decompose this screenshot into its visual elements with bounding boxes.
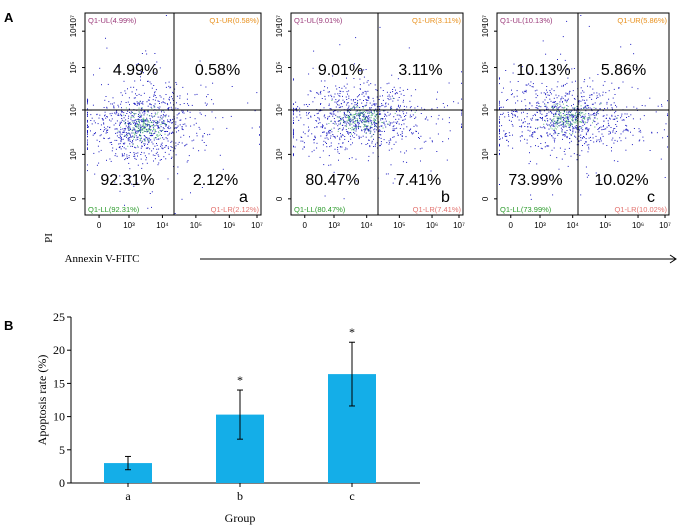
bar-a [104, 463, 152, 483]
xtick-b-0: 0 [303, 221, 308, 230]
plot-frame-c [496, 12, 670, 216]
panel-b-letter: B [4, 318, 13, 333]
dot-plot-c: Q1-UL(10.13%) Q1-UR(5.86%) Q1-LL(73.99%) Q1… [481, 12, 671, 230]
value-ul-a: 4.99% [113, 62, 158, 79]
xtick-label-a: a [125, 489, 131, 503]
xtick-b-2: 10⁴ [361, 221, 374, 230]
xtick-b-3: 10⁵ [393, 221, 405, 230]
panel-a-letter: A [4, 10, 14, 25]
value-ll-a: 92.31% [100, 172, 154, 189]
ytick-c-2: 10⁴ [481, 103, 490, 116]
value-ur-a: 0.58% [195, 62, 240, 79]
value-ur-c: 5.86% [601, 62, 646, 79]
dot-cloud-a [87, 15, 260, 214]
dot-core-b [328, 97, 416, 138]
apoptosis-bar-chart: 0 5 10 15 20 25 a * b * c Group Apoptosis rate (%) [35, 310, 420, 525]
bar-y-axis-label: Apoptosis rate (%) [35, 355, 49, 446]
xtick-a-5: 10⁷ [251, 221, 263, 230]
dot-core-c [536, 101, 618, 135]
ytick-a-5: 10⁷ [69, 15, 78, 27]
value-ul-c: 10.13% [516, 62, 570, 79]
ytick-b-2: 10⁴ [275, 103, 284, 116]
tag-lr-b: Q1-LR(7.41%) [413, 205, 462, 214]
value-ur-b: 3.11% [398, 62, 442, 79]
tag-ur-b: Q1-UR(3.11%) [412, 16, 462, 25]
ytick-a-3: 10⁵ [69, 61, 78, 73]
ytick-b-5: 10⁷ [275, 15, 284, 27]
plot-letter-a: a [239, 189, 248, 206]
significance-c: * [349, 325, 355, 339]
xtick-c-3: 10⁵ [599, 221, 611, 230]
xtick-b-1: 10³ [328, 221, 340, 230]
xtick-c-4: 10⁶ [632, 221, 644, 230]
ytick-a-2: 10⁴ [69, 103, 78, 116]
plot-frame-a [84, 12, 262, 216]
tag-ur-c: Q1-UR(5.86%) [617, 16, 667, 25]
ytick-c-0: 0 [481, 196, 490, 201]
bar-x-axis-label: Group [225, 511, 256, 525]
ytick-b-3: 10⁵ [275, 61, 284, 73]
plot-letter-c: c [647, 189, 655, 206]
xtick-c-1: 10³ [534, 221, 546, 230]
value-lr-a: 2.12% [193, 172, 238, 189]
annexin-axis-label: Annexin V-FITC [65, 253, 140, 265]
ytick-label-20: 20 [53, 343, 65, 357]
xtick-a-0: 0 [97, 221, 102, 230]
plot-letter-b: b [441, 189, 450, 206]
value-lr-b: 7.41% [396, 172, 441, 189]
xtick-b-5: 10⁷ [453, 221, 465, 230]
dot-cloud-c [499, 15, 668, 200]
xtick-c-2: 10⁴ [567, 221, 580, 230]
annexin-arrow-head [669, 254, 677, 264]
ytick-label-10: 10 [53, 410, 65, 424]
value-ul-b: 9.01% [318, 62, 363, 79]
ytick-b-4: 10⁶ [275, 25, 284, 37]
ytick-c-3: 10⁵ [481, 61, 490, 73]
xtick-a-1: 10³ [123, 221, 135, 230]
xtick-a-2: 10⁴ [156, 221, 169, 230]
xtick-c-5: 10⁷ [659, 221, 671, 230]
xtick-label-c: c [349, 489, 354, 503]
tag-lr-a: Q1-LR(2.12%) [211, 205, 260, 214]
xtick-c-0: 0 [509, 221, 514, 230]
xtick-a-4: 10⁶ [223, 221, 235, 230]
ytick-label-15: 15 [53, 376, 65, 390]
xtick-label-b: b [237, 489, 243, 503]
flow-cytometry-panels: Q1-UL(4.99%) Q1-UR(0.58%) Q1-LL(92.31%) Q1-… [69, 12, 671, 230]
ytick-c-4: 10⁶ [481, 25, 490, 37]
ytick-label-5: 5 [59, 443, 65, 457]
value-lr-c: 10.02% [594, 172, 648, 189]
pi-axis-label: PI [43, 233, 55, 243]
tag-ll-c: Q1-LL(73.99%) [500, 205, 552, 214]
tag-ur-a: Q1-UR(0.58%) [209, 16, 259, 25]
ytick-b-1: 10³ [275, 148, 284, 160]
ytick-label-0: 0 [59, 476, 65, 490]
dot-plot-b: Q1-UL(9.01%) Q1-UR(3.11%) Q1-LL(80.47%) Q1-… [275, 12, 465, 230]
tag-lr-c: Q1-LR(10.02%) [614, 205, 667, 214]
significance-b: * [237, 373, 243, 387]
tag-ll-a: Q1-LL(92.31%) [88, 205, 140, 214]
ytick-a-1: 10³ [69, 148, 78, 160]
dot-plot-a: Q1-UL(4.99%) Q1-UR(0.58%) Q1-LL(92.31%) Q1-… [69, 12, 263, 230]
plot-frame-b [290, 12, 464, 216]
xtick-a-3: 10⁵ [190, 221, 202, 230]
dot-core-a [117, 100, 167, 147]
xtick-b-4: 10⁶ [426, 221, 438, 230]
ytick-a-4: 10⁶ [69, 25, 78, 37]
value-ll-c: 73.99% [508, 172, 562, 189]
tag-ll-b: Q1-LL(80.47%) [294, 205, 346, 214]
ytick-b-0: 0 [275, 196, 284, 201]
ytick-label-25: 25 [53, 310, 65, 324]
tag-ul-b: Q1-UL(9.01%) [294, 16, 343, 25]
ytick-c-5: 10⁷ [481, 15, 490, 27]
tag-ul-a: Q1-UL(4.99%) [88, 16, 137, 25]
ytick-c-1: 10³ [481, 148, 490, 160]
tag-ul-c: Q1-UL(10.13%) [500, 16, 553, 25]
value-ll-b: 80.47% [305, 172, 359, 189]
ytick-a-0: 0 [69, 196, 78, 201]
